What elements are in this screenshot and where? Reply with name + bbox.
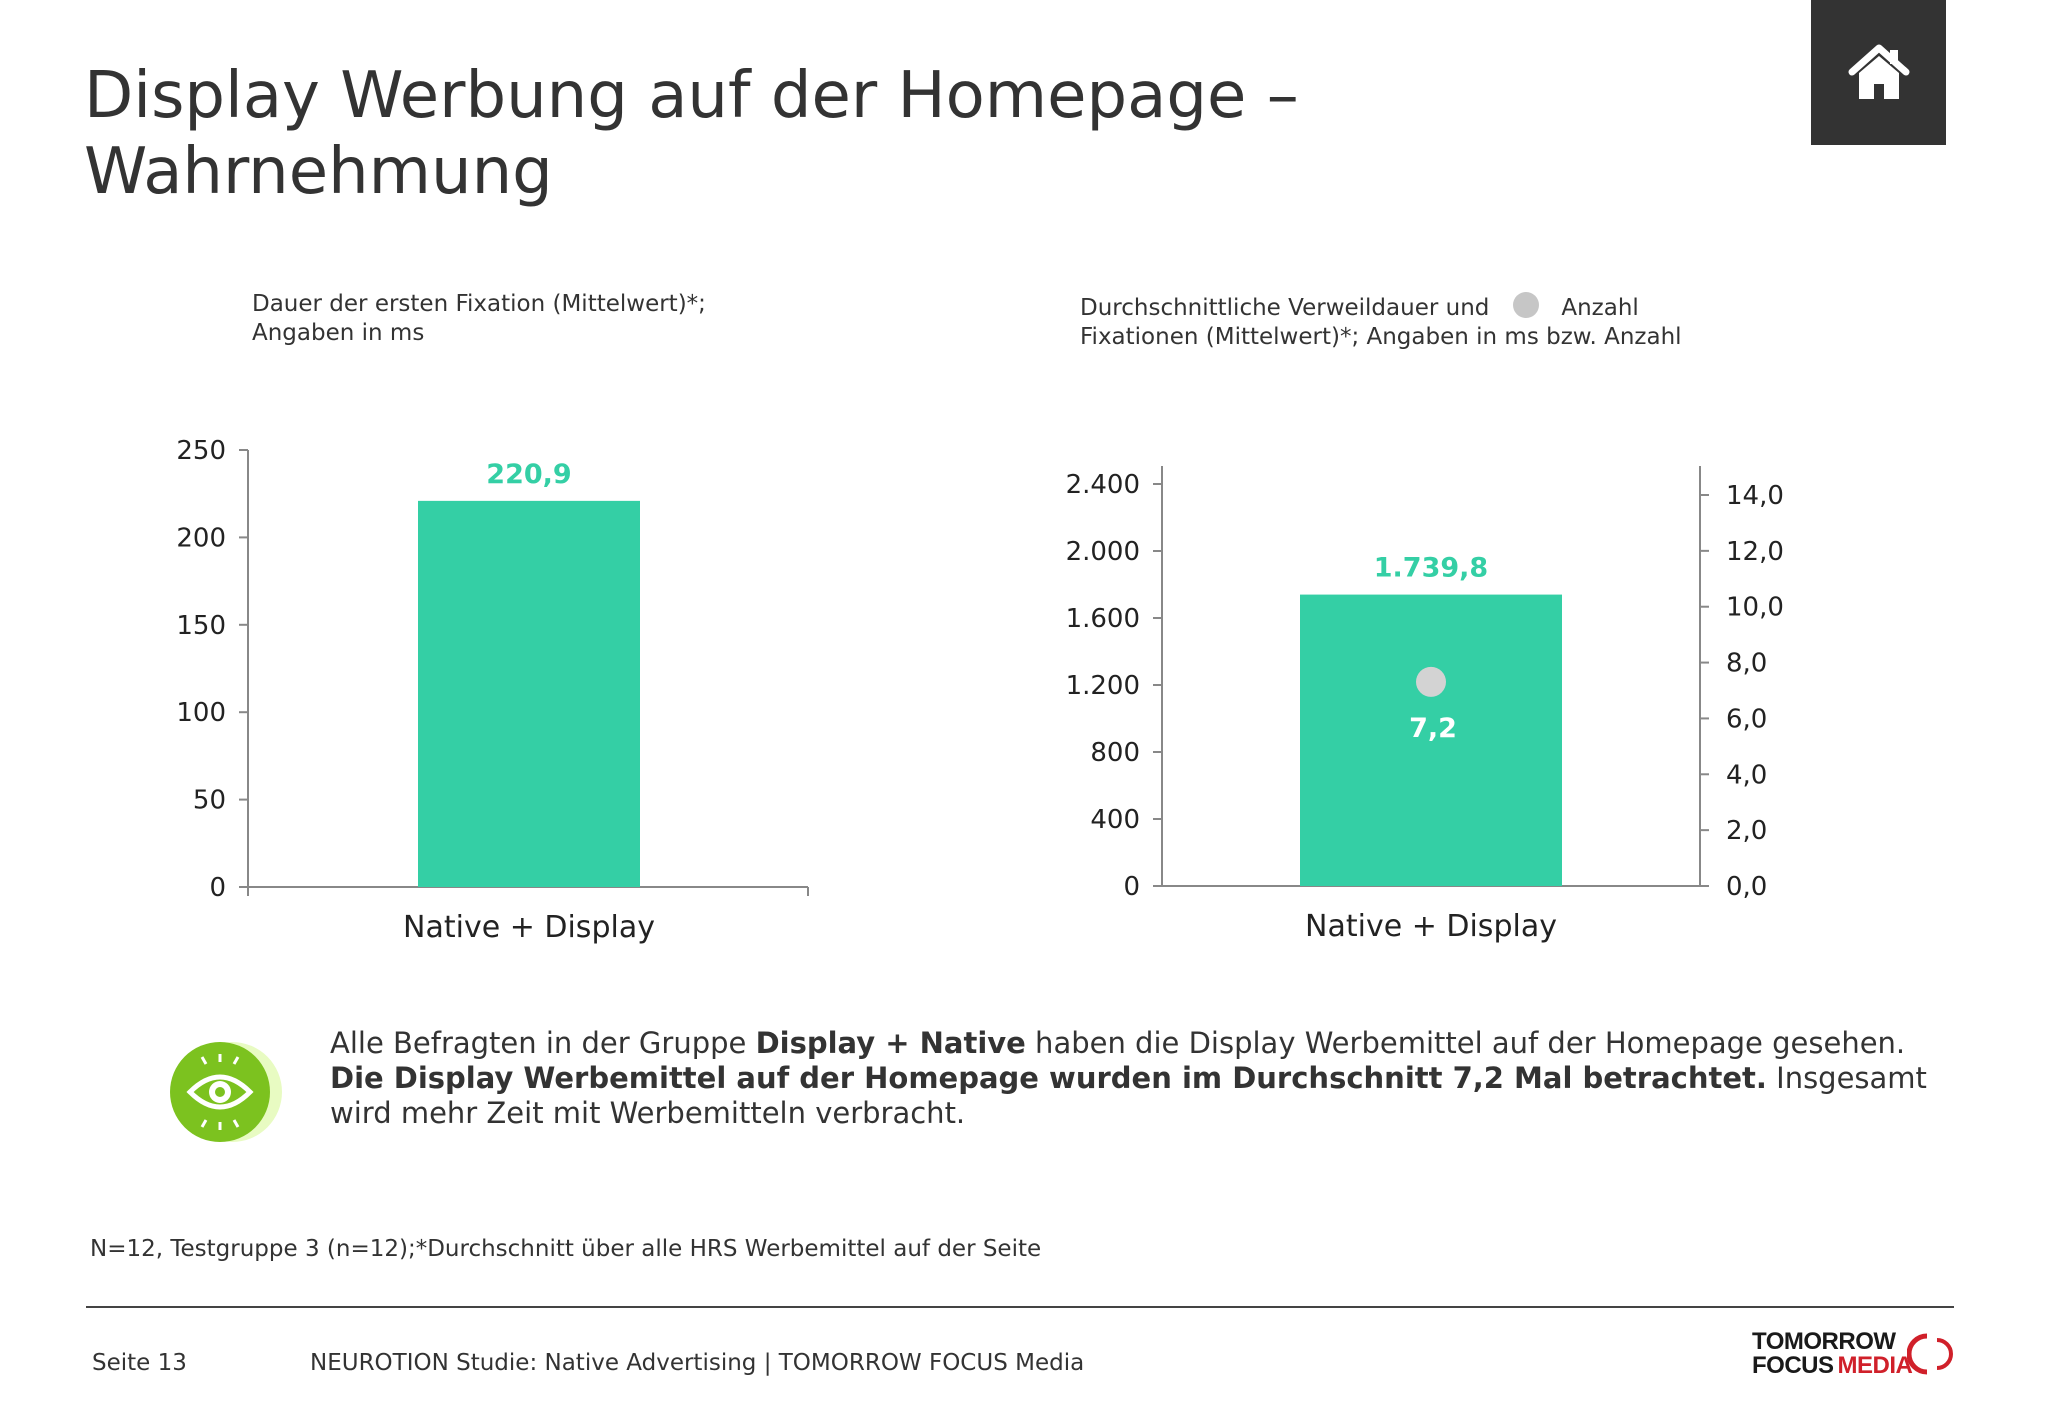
page-title: Display Werbung auf der Homepage – Wahrn… [84, 58, 1384, 210]
left-chart-caption: Dauer der ersten Fixation (Mittelwert)*;… [252, 290, 706, 348]
logo-line-1: TOMORROW [1752, 1328, 1896, 1355]
footer-text: NEUROTION Studie: Native Advertising | T… [310, 1350, 1085, 1376]
left-y-tick-label: 200 [176, 523, 226, 553]
left-caption-line-2: Angaben in ms [252, 320, 425, 346]
right-y-tick-label: 800 [1090, 738, 1140, 768]
footnote: N=12, Testgruppe 3 (n=12);*Durchschnitt … [90, 1236, 1042, 1262]
right-y2-tick-label: 10,0 [1726, 593, 1784, 623]
right-y2-tick-label: 8,0 [1726, 649, 1767, 679]
left-y-tick-label: 50 [193, 786, 226, 816]
right-y-tick-label: 2.400 [1066, 470, 1140, 500]
right-caption-line-1a: Durchschnittliche Verweildauer und [1080, 295, 1490, 321]
logo-focus: FOCUS [1752, 1352, 1834, 1379]
right-secondary-point [1416, 666, 1446, 697]
left-y-tick-label: 100 [176, 698, 226, 728]
company-logo: TOMORROW FOCUS MEDIA [1752, 1330, 1957, 1380]
right-bar-value-label: 1.739,8 [1374, 553, 1488, 584]
right-y2-tick-label: 0,0 [1726, 872, 1767, 902]
title-line-1: Display Werbung auf der Homepage – [84, 59, 1299, 133]
right-y2-tick-label: 14,0 [1726, 481, 1784, 511]
right-y2-tick-label: 12,0 [1726, 537, 1784, 567]
right-category-label: Native + Display [1305, 909, 1557, 944]
info-text-part-1: Alle Befragten in der Gruppe [330, 1026, 756, 1060]
left-category-label: Native + Display [403, 910, 655, 945]
left-y-tick-label: 250 [176, 436, 226, 466]
right-y-tick-label: 1.600 [1066, 604, 1140, 634]
page-number: Seite 13 [92, 1350, 187, 1376]
info-text-part-5: Insgesamt wird mehr Zeit mit Werbemittel… [330, 1061, 1927, 1130]
right-y-tick-label: 1.200 [1066, 671, 1140, 701]
left-y-tick-label: 0 [209, 873, 226, 903]
right-secondary-point-label: 7,2 [1409, 713, 1457, 744]
logo-line-2: FOCUS MEDIA [1752, 1352, 1913, 1379]
info-text-part-4: Die Display Werbemittel auf der Homepage… [330, 1061, 1767, 1095]
right-y-tick-label: 2.000 [1066, 537, 1140, 567]
left-caption-line-1: Dauer der ersten Fixation (Mittelwert)*; [252, 291, 706, 317]
left-y-tick-label: 150 [176, 611, 226, 641]
left-bar [418, 500, 640, 887]
home-button[interactable] [1811, 0, 1946, 145]
right-caption-line-1b: Anzahl [1561, 295, 1639, 321]
info-text-part-3: haben die Display Werbemittel auf der Ho… [1025, 1026, 1906, 1060]
right-y2-tick-label: 6,0 [1726, 704, 1767, 734]
charts-area: 0 50 100 150 200 250 220,9 Native + Display 0 400… [176, 436, 1784, 945]
right-y2-tick-label: 2,0 [1726, 816, 1767, 846]
eye-icon [170, 1042, 282, 1142]
legend-dot-icon [1513, 292, 1540, 318]
right-y-tick-label: 400 [1090, 805, 1140, 835]
right-chart-caption: Durchschnittliche Verweildauer und Anzahl… [1080, 292, 1682, 352]
title-line-2: Wahrnehmung [84, 135, 553, 209]
right-caption-line-2: Fixationen (Mittelwert)*; Angaben in ms … [1080, 324, 1682, 350]
logo-mark-icon [1907, 1333, 1953, 1375]
right-bar [1300, 594, 1562, 886]
footer-divider [86, 1306, 1954, 1308]
info-text-part-2: Display + Native [755, 1026, 1026, 1060]
home-icon [1848, 44, 1909, 99]
logo-media: MEDIA [1837, 1352, 1913, 1379]
right-y2-tick-label: 4,0 [1726, 760, 1767, 790]
right-y-tick-label: 0 [1123, 872, 1140, 902]
info-text: Alle Befragten in der Gruppe Display + N… [330, 1026, 1950, 1131]
left-bar-value-label: 220,9 [486, 459, 571, 490]
